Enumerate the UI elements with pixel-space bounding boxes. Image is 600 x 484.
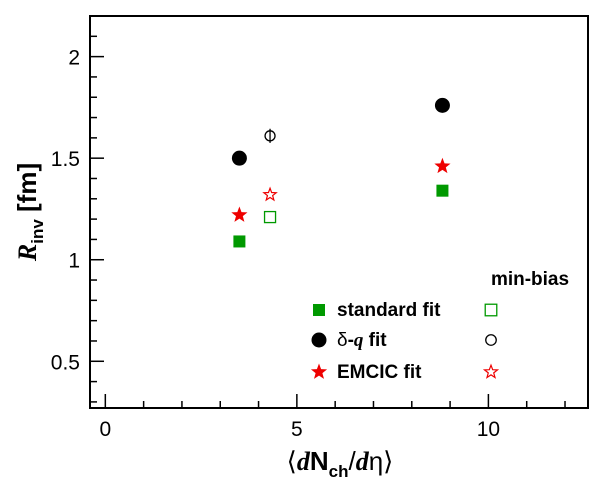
data-point-circle-filled [434, 97, 450, 113]
data-point-circle-filled [231, 150, 247, 166]
y-axis-title: Rinv [fm] [12, 163, 47, 262]
data-marks [231, 97, 451, 248]
x-tick-label: 5 [291, 418, 303, 441]
data-point-circle-open [264, 130, 276, 142]
legend-marker-square-open [484, 303, 498, 317]
data-point-square-open [263, 210, 277, 224]
legend-marker-star-open [482, 363, 500, 379]
legend-marker-star-filled [310, 363, 328, 379]
y-tick-label: 1 [68, 250, 80, 273]
data-point-square-filled [233, 235, 246, 248]
data-point-square-filled [436, 184, 449, 197]
y-tick-label: 2 [68, 47, 80, 70]
data-point-star-filled [434, 157, 451, 174]
y-tick-label: 1.5 [51, 148, 80, 171]
plot-frame [89, 15, 589, 409]
axis-ticks: 0 5 10 0.5 1 1.5 2 [51, 35, 566, 441]
x-tick-label: 0 [99, 418, 111, 441]
legend-marker-circle-filled [311, 332, 327, 348]
legend-marker-square-filled [313, 304, 325, 316]
y-tick-label: 0.5 [51, 351, 80, 374]
data-point-star-filled [231, 206, 248, 222]
x-axis-title: ⟨dNch/dη⟩ [287, 446, 394, 481]
x-tick-label: 10 [477, 418, 500, 441]
legend-label-emcic: EMCIC fit [337, 362, 422, 383]
legend-header: min-bias [491, 269, 569, 290]
data-point-star-open [262, 186, 278, 202]
legend-label-standard: standard fit [337, 300, 441, 321]
legend [310, 303, 500, 379]
legend-marker-circle-open [485, 334, 497, 346]
legend-label-delta-q: δ-q fit [337, 330, 387, 351]
